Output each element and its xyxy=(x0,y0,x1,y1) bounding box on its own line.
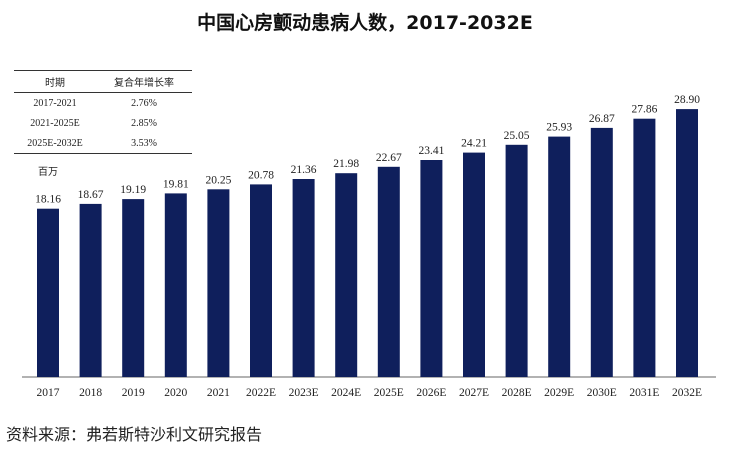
category-label-2026E: 2026E xyxy=(416,387,446,399)
value-label-2021: 20.25 xyxy=(205,174,231,186)
value-label-2017: 18.16 xyxy=(35,194,61,206)
bar-2030E xyxy=(590,127,613,378)
cagr-rate: 2.85% xyxy=(131,117,157,129)
cagr-header-rate: 复合年增长率 xyxy=(96,70,192,93)
source-note: 资料来源：弗若斯特沙利文研究报告 xyxy=(6,425,263,444)
category-label-2022E: 2022E xyxy=(246,387,276,399)
value-label-2029E: 25.93 xyxy=(546,122,572,134)
category-label-2017: 2017 xyxy=(37,387,60,399)
chart-title: 中国心房颤动患病人数，2017-2032E xyxy=(197,12,533,34)
bar-2021 xyxy=(207,189,230,377)
category-label-2023E: 2023E xyxy=(289,387,319,399)
cagr-row: 2025E-2032E 3.53% xyxy=(14,133,192,154)
cagr-header-row: 时期 复合年增长率 xyxy=(14,70,192,93)
bar-2032E xyxy=(676,109,698,377)
category-label-2031E: 2031E xyxy=(629,387,659,399)
value-label-2032E: 28.90 xyxy=(674,94,700,106)
category-label-2021: 2021 xyxy=(207,387,230,399)
category-label-2027E: 2027E xyxy=(459,387,489,399)
bar-2025E xyxy=(377,166,400,377)
cagr-period: 2021-2025E xyxy=(30,117,80,129)
category-label-2032E: 2032E xyxy=(672,387,702,399)
value-label-2026E: 23.41 xyxy=(418,145,444,157)
bar-2023E xyxy=(292,179,315,377)
cagr-rate: 3.53% xyxy=(96,133,192,154)
bar-2024E xyxy=(335,173,358,377)
bar-2028E xyxy=(505,144,528,377)
bar-2031E xyxy=(633,118,656,377)
value-label-2024E: 21.98 xyxy=(333,158,359,170)
cagr-row: 2021-2025E 2.85% xyxy=(14,113,192,133)
category-label-2029E: 2029E xyxy=(544,387,574,399)
cagr-row: 2017-2021 2.76% xyxy=(14,93,192,114)
category-label-2019: 2019 xyxy=(122,387,145,399)
category-label-2020: 2020 xyxy=(164,387,187,399)
cagr-rate: 2.76% xyxy=(131,97,157,109)
category-label-2024E: 2024E xyxy=(331,387,361,399)
bar-2029E xyxy=(548,136,571,377)
category-label-2028E: 2028E xyxy=(502,387,532,399)
value-label-2020: 19.81 xyxy=(163,178,189,190)
value-label-2018: 18.67 xyxy=(78,189,104,201)
bar-2020 xyxy=(164,193,187,377)
category-label-2025E: 2025E xyxy=(374,387,404,399)
cagr-period: 2017-2021 xyxy=(33,97,77,109)
bar-2022E xyxy=(250,184,272,377)
bar-2026E xyxy=(420,160,443,377)
bar-2027E xyxy=(463,152,485,377)
value-label-2028E: 25.05 xyxy=(504,130,530,142)
value-label-2019: 19.19 xyxy=(120,184,146,196)
value-label-2025E: 22.67 xyxy=(376,152,402,164)
value-label-2023E: 21.36 xyxy=(291,164,317,176)
unit-label: 百万 xyxy=(38,167,58,178)
bar-2017 xyxy=(37,208,59,377)
value-label-2027E: 24.21 xyxy=(461,138,487,150)
cagr-table: 时期 复合年增长率 2017-2021 2.76% 2021-2025E 2.8… xyxy=(14,70,192,154)
category-label-2018: 2018 xyxy=(79,387,102,399)
value-label-2030E: 26.87 xyxy=(589,113,615,125)
value-label-2022E: 20.78 xyxy=(248,169,274,181)
bar-2019 xyxy=(122,199,145,377)
cagr-header-period: 时期 xyxy=(14,70,96,93)
category-label-2030E: 2030E xyxy=(587,387,617,399)
value-label-2031E: 27.86 xyxy=(631,104,657,116)
cagr-period: 2025E-2032E xyxy=(14,133,96,154)
bar-2018 xyxy=(79,203,102,377)
